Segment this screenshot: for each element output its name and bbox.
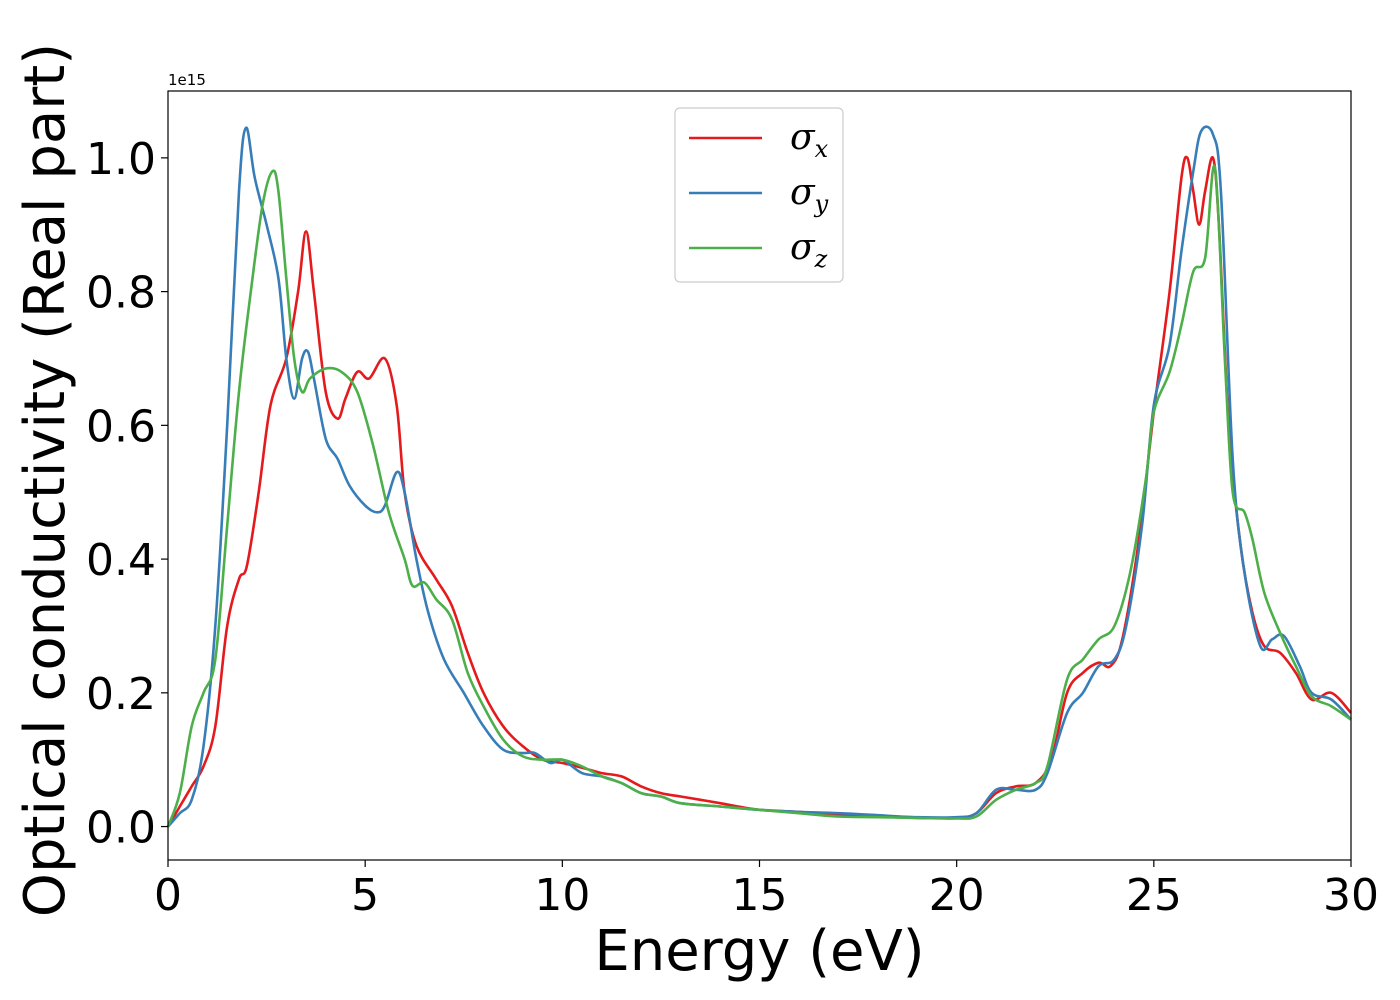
y-tick-label: 1.0 xyxy=(86,134,156,185)
legend-box xyxy=(674,107,844,283)
legend-label-sigma-z: σz xyxy=(790,227,828,273)
offset-label: 1e15 xyxy=(168,71,206,89)
x-tick-label: 25 xyxy=(1126,870,1182,921)
plot-lines xyxy=(166,125,1352,828)
x-axis: 0 5 10 15 20 25 30 xyxy=(154,860,1379,921)
x-tick-label: 30 xyxy=(1323,870,1379,921)
legend-label-sigma-x: σx xyxy=(790,117,829,163)
series-line-sigma-x xyxy=(166,155,1352,828)
legend-label-sigma-y: σy xyxy=(790,172,829,218)
x-tick-label: 20 xyxy=(929,870,985,921)
y-axis: 0.0 0.2 0.4 0.6 0.8 1.0 xyxy=(86,134,168,854)
x-tick-label: 15 xyxy=(732,870,788,921)
y-tick-label: 0.4 xyxy=(86,535,156,586)
y-tick-label: 0.6 xyxy=(86,401,156,452)
y-tick-label: 0.0 xyxy=(86,803,156,854)
x-tick-label: 0 xyxy=(154,870,182,921)
x-tick-label: 5 xyxy=(351,870,379,921)
y-tick-label: 0.2 xyxy=(86,669,156,720)
legend: σx σy σz xyxy=(674,107,844,283)
x-tick-label: 10 xyxy=(534,870,590,921)
y-tick-label: 0.8 xyxy=(86,268,156,319)
y-axis-label: Optical conductivity (Real part) xyxy=(13,43,78,917)
x-axis-label: Energy (eV) xyxy=(594,919,924,984)
series-line-sigma-z xyxy=(166,164,1352,828)
